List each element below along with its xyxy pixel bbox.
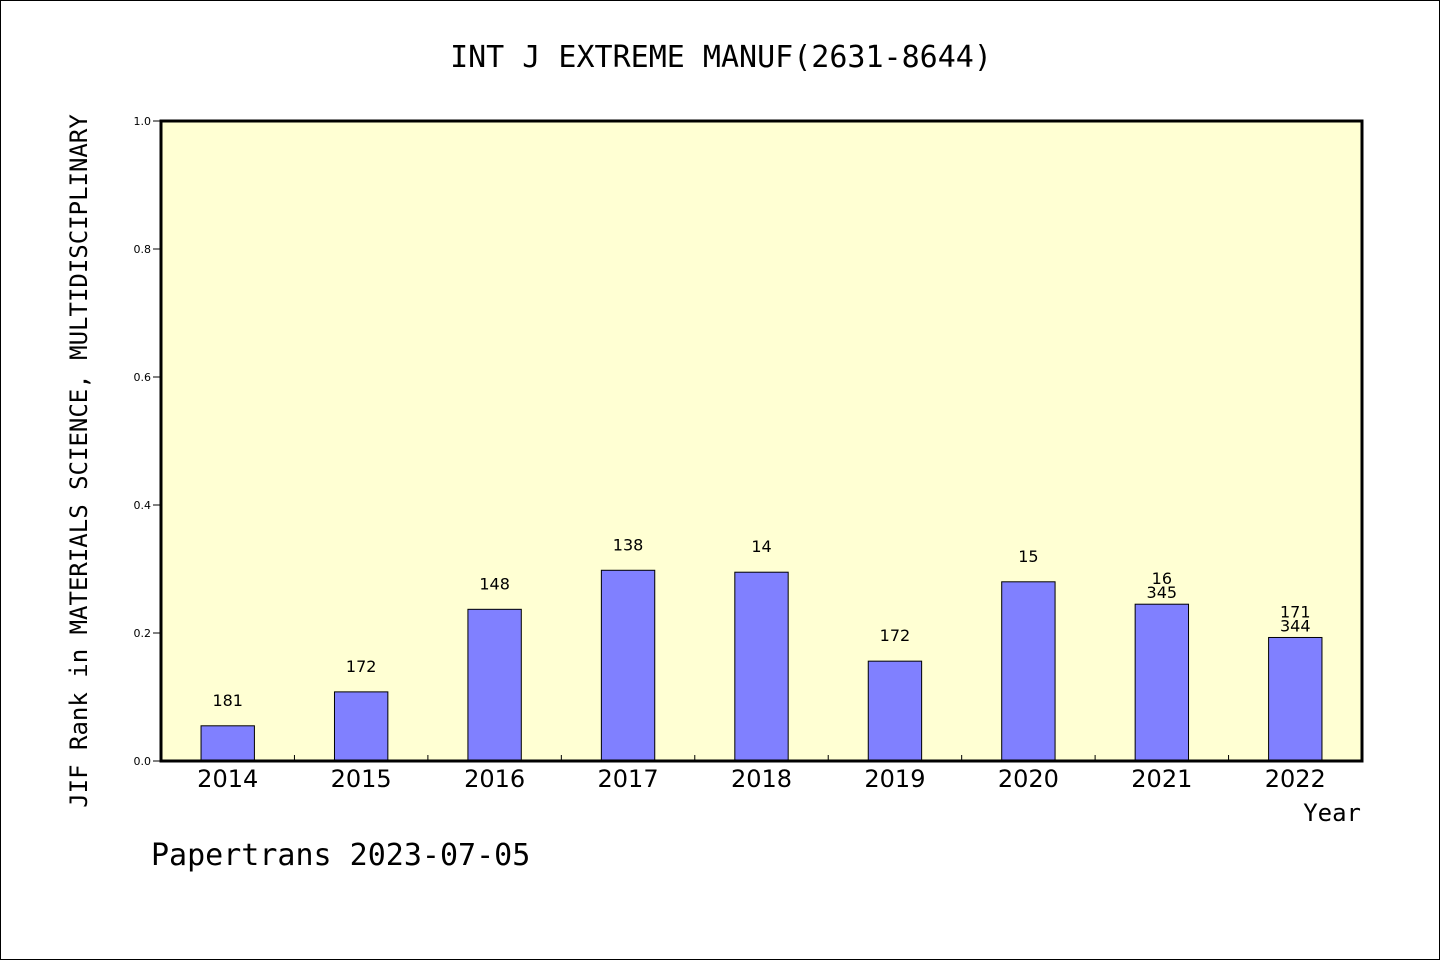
bar-2022 xyxy=(1268,636,1323,762)
x-tick-label-2016: 2016 xyxy=(464,765,525,793)
data-label-2022: 171 xyxy=(1280,602,1311,621)
x-tick-label-2017: 2017 xyxy=(598,765,659,793)
bars xyxy=(200,569,1323,762)
y-tick-label: 0.4 xyxy=(134,499,152,512)
chart-title: INT J EXTREME MANUF(2631-8644) xyxy=(450,40,992,75)
x-tick-label-2018: 2018 xyxy=(731,765,792,793)
data-label-2015: 172 xyxy=(346,657,377,676)
x-axis-label: Year xyxy=(1303,799,1361,827)
x-tick-label-2015: 2015 xyxy=(331,765,392,793)
data-label-2017: 138 xyxy=(613,535,644,554)
bar-2017 xyxy=(600,569,656,762)
bar-2020 xyxy=(1001,581,1056,762)
y-tick-label: 0.8 xyxy=(134,243,152,256)
y-axis-label: JIF Rank in MATERIALS SCIENCE, MULTIDISC… xyxy=(65,114,93,808)
x-axis: 2014 2015 2016 2017 2018 2019 2020 2021 2022 xyxy=(197,755,1326,793)
bar-2014 xyxy=(200,725,255,762)
footer-credit: Papertrans 2023-07-05 xyxy=(151,838,530,873)
y-tick-label: 0.2 xyxy=(134,627,152,640)
data-label-2020: 15 xyxy=(1018,547,1038,566)
data-label-2022: 344 xyxy=(1280,616,1311,635)
plot-border xyxy=(159,119,1364,763)
bar-2016 xyxy=(467,608,522,762)
x-tick-label-2019: 2019 xyxy=(864,765,925,793)
x-tick-label-2020: 2020 xyxy=(998,765,1059,793)
data-label-2019: 172 xyxy=(880,626,911,645)
x-tick-label-2021: 2021 xyxy=(1131,765,1192,793)
data-label-2018: 14 xyxy=(751,537,771,556)
data-label-2021: 16 xyxy=(1152,569,1172,588)
bar-2019 xyxy=(867,660,923,762)
data-label-2014: 181 xyxy=(212,691,243,710)
y-axis: 0.0 0.2 0.4 0.6 0.8 1.0 xyxy=(134,115,161,768)
y-tick-label: 1.0 xyxy=(134,115,152,128)
bar-2015 xyxy=(333,691,389,762)
x-tick-label-2014: 2014 xyxy=(197,765,258,793)
y-tick-label: 0.0 xyxy=(134,755,152,768)
data-label-2016: 148 xyxy=(479,574,510,593)
x-tick-label-2022: 2022 xyxy=(1265,765,1326,793)
data-label-2021: 345 xyxy=(1147,583,1178,602)
y-tick-label: 0.6 xyxy=(134,371,152,384)
bar-2018 xyxy=(734,571,789,762)
bar-2021 xyxy=(1134,603,1190,762)
